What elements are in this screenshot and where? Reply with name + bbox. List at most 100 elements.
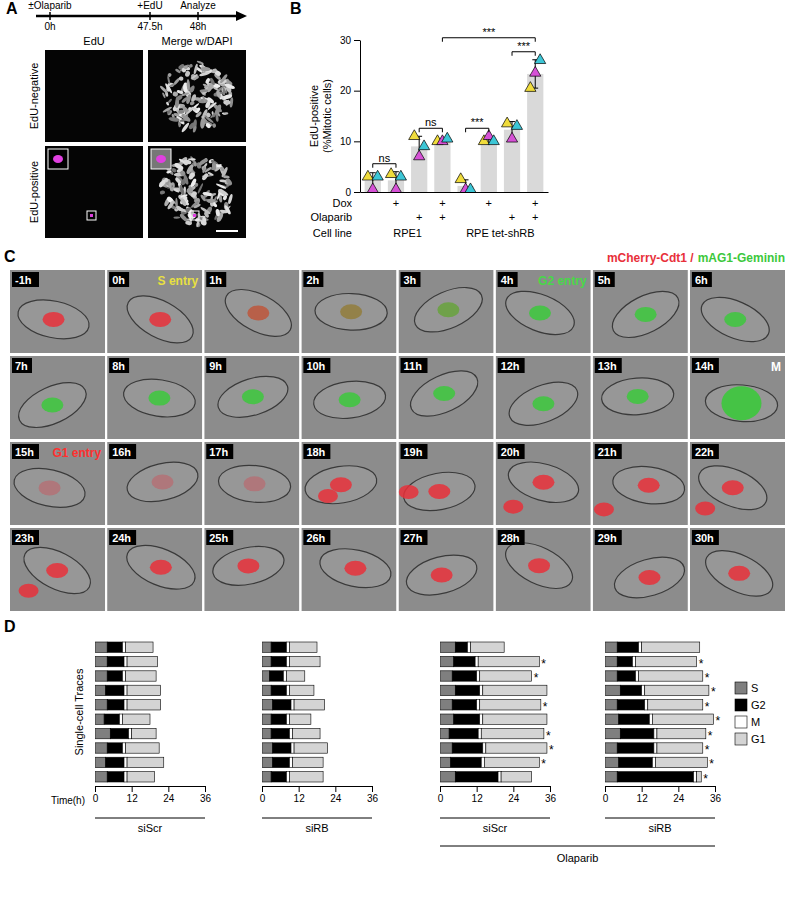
time-label: 21h	[598, 446, 617, 458]
trace-segment	[652, 714, 713, 724]
time-label-bg	[498, 530, 525, 545]
tick-mark	[678, 786, 679, 792]
trace-segment	[619, 757, 653, 767]
bar	[411, 146, 427, 192]
time-label-bg	[12, 530, 39, 545]
time-label-bg	[692, 444, 719, 459]
nucleus	[152, 474, 174, 489]
trace-label: *	[549, 743, 554, 757]
tick-mark	[354, 192, 360, 193]
replicate-point	[488, 135, 499, 145]
trace-label: *	[546, 729, 551, 743]
frame-background	[301, 270, 396, 353]
trace-segment	[273, 700, 291, 710]
chromosome	[190, 94, 197, 103]
frame-image	[496, 356, 591, 439]
frame-background	[496, 442, 591, 525]
trace-segment	[617, 656, 632, 666]
cell	[610, 550, 688, 606]
chromosome	[180, 198, 188, 207]
frame: 26h	[301, 528, 396, 611]
chromosome	[200, 89, 209, 92]
trace-segment	[95, 642, 107, 652]
replicate-point	[442, 132, 453, 142]
time-label: 4h	[501, 274, 514, 286]
frame-image	[107, 356, 202, 439]
trace-segment	[132, 728, 156, 738]
chromosome	[214, 104, 223, 116]
trace-label: *	[705, 700, 710, 714]
frame-background	[10, 442, 105, 525]
significance-bracket	[419, 128, 442, 132]
frame-image	[496, 270, 591, 353]
frame-background	[301, 442, 396, 525]
trace-segment	[617, 700, 645, 710]
chromosome	[200, 219, 208, 226]
micrograph	[45, 146, 143, 238]
replicate-point	[414, 150, 425, 160]
trace-segment	[110, 728, 128, 738]
timeline-tick	[49, 12, 51, 20]
timeline-tick	[197, 12, 199, 20]
frame-background	[496, 270, 591, 353]
chromosome	[178, 110, 185, 114]
y-axis-title: EdU-positive	[308, 85, 320, 147]
chromosome	[202, 95, 206, 103]
title-rule	[262, 818, 372, 819]
tick-label: 24	[163, 793, 175, 804]
trace-segment	[454, 714, 480, 724]
cell	[314, 292, 388, 331]
time-label: -1h	[15, 274, 32, 286]
time-label: 24h	[112, 532, 131, 544]
figure: ABCD±Olaparib0h+EdU47.5hAnalyze48hEdUMer…	[0, 0, 792, 918]
title-part: mCherry-Cdt1 /	[607, 251, 694, 265]
trace-segment	[95, 671, 107, 681]
cell	[121, 375, 198, 422]
chromosome	[162, 92, 167, 99]
trace-label: *	[705, 671, 710, 685]
condition-mark: +	[486, 197, 492, 209]
frame-annotation: S entry	[158, 274, 199, 288]
tick: 0	[93, 786, 99, 804]
replicate-point	[511, 120, 522, 130]
frame-background	[399, 270, 494, 353]
trace-segment	[455, 772, 498, 782]
chromosome	[181, 122, 191, 133]
chromosome	[158, 179, 167, 189]
trace-segment	[293, 757, 324, 767]
edu-focus-box	[87, 211, 96, 220]
title-rule	[440, 818, 550, 819]
trace-segment	[290, 656, 321, 666]
trace-segment	[262, 757, 273, 767]
trace-segment	[271, 642, 286, 652]
edu-focus	[90, 214, 93, 217]
legend-swatch	[735, 716, 747, 728]
cell	[695, 288, 776, 350]
frame-image	[690, 270, 785, 353]
tick-label: 24	[673, 793, 685, 804]
time-label-bg	[498, 444, 525, 459]
chromosome	[173, 162, 184, 171]
replicate-point	[506, 132, 517, 142]
traces	[262, 642, 328, 782]
frame: 15hG1 entry	[10, 442, 105, 525]
frame-image	[690, 356, 785, 439]
neighbor-nucleus	[399, 485, 419, 499]
trace-segment	[480, 685, 483, 695]
trace-segment	[270, 671, 284, 681]
replicate-point	[525, 82, 536, 92]
timeline-axis	[36, 15, 238, 18]
frame-image	[690, 528, 785, 611]
panel-label: A	[6, 0, 18, 17]
trace-segment	[605, 757, 619, 767]
time-label: 18h	[306, 446, 325, 458]
y-axis-title: Single-cell Traces	[73, 668, 85, 755]
chromosome	[169, 83, 176, 88]
time-label: 27h	[404, 532, 423, 544]
tick-mark	[354, 40, 360, 41]
time-label-bg	[109, 530, 136, 545]
cell	[408, 278, 489, 341]
tick: 10	[340, 136, 360, 147]
chromosome	[202, 167, 206, 174]
significance-bracket	[373, 164, 396, 168]
